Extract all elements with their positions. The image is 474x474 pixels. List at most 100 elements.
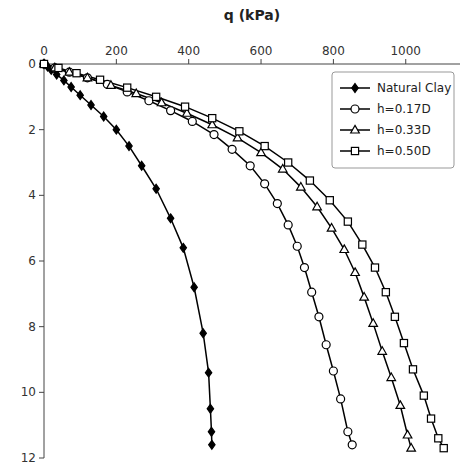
data-point	[409, 366, 416, 373]
data-point	[427, 415, 434, 422]
data-point	[340, 245, 349, 253]
x-tick	[188, 59, 189, 64]
data-point	[83, 74, 91, 82]
data-point	[329, 367, 337, 375]
data-point	[40, 60, 47, 67]
data-point	[273, 200, 281, 208]
x-tick	[333, 59, 334, 64]
y-tick-label: 2	[28, 123, 36, 137]
x-tick	[261, 59, 262, 64]
data-point	[205, 368, 211, 377]
data-point	[360, 293, 369, 301]
legend: Natural Clay h=0.17D h=0.33D h=0.50D	[332, 72, 454, 168]
data-point	[396, 401, 405, 409]
y-tick	[39, 392, 44, 393]
data-point	[167, 214, 173, 223]
y-tick-label: 6	[28, 254, 36, 268]
y-tick-label: 10	[21, 385, 36, 399]
data-point	[306, 177, 313, 184]
y-tick	[39, 326, 44, 327]
legend-label: h=0.33D	[377, 123, 431, 137]
data-point	[200, 329, 206, 338]
y-tick-label: 8	[28, 320, 36, 334]
legend-label: h=0.50D	[377, 144, 431, 158]
legend-marker	[352, 84, 358, 93]
data-point	[77, 91, 83, 100]
y-tick	[39, 458, 44, 459]
data-point	[209, 440, 215, 449]
data-point	[293, 242, 301, 250]
legend-label: h=0.17D	[377, 102, 431, 116]
data-point	[167, 107, 175, 115]
data-point	[261, 180, 269, 188]
data-point	[407, 444, 416, 452]
data-point	[209, 115, 216, 122]
data-point	[181, 103, 188, 110]
data-point	[188, 117, 196, 125]
data-point	[322, 341, 330, 349]
data-point	[327, 224, 336, 232]
data-point	[391, 313, 398, 320]
x-tick-label: 200	[105, 44, 128, 58]
data-point	[40, 59, 49, 67]
data-point	[313, 202, 322, 210]
data-point	[435, 435, 442, 442]
data-point	[126, 142, 132, 151]
data-point	[153, 184, 159, 193]
data-point	[308, 288, 316, 296]
data-point	[145, 97, 153, 105]
data-point	[191, 283, 197, 292]
data-point	[228, 145, 236, 153]
y-tick	[39, 195, 44, 196]
data-point	[371, 264, 378, 271]
data-point	[138, 161, 144, 170]
data-point	[113, 125, 119, 134]
data-point	[124, 84, 131, 91]
data-point	[344, 218, 351, 225]
data-point	[285, 159, 292, 166]
legend-marker	[351, 147, 358, 154]
data-point	[65, 68, 73, 76]
data-point	[61, 76, 67, 85]
data-point	[180, 243, 186, 252]
data-point	[41, 60, 47, 69]
data-point	[440, 445, 447, 452]
data-point	[153, 93, 160, 100]
x-tick	[405, 59, 406, 64]
x-tick-label: 800	[322, 44, 345, 58]
legend-marker	[351, 125, 360, 133]
x-axis-line	[44, 64, 460, 65]
x-tick-label: 400	[177, 44, 200, 58]
data-point	[55, 64, 62, 71]
legend-marker	[351, 105, 359, 113]
data-point	[359, 241, 366, 248]
data-point	[83, 73, 92, 81]
y-tick	[39, 129, 44, 130]
data-point	[236, 128, 243, 135]
data-point	[348, 441, 356, 449]
x-tick-label: 0	[40, 44, 48, 58]
data-point	[300, 264, 308, 272]
data-point	[210, 131, 218, 139]
legend-label: Natural Clay	[377, 81, 451, 95]
data-point	[68, 83, 74, 92]
legend-box	[332, 72, 454, 168]
data-point	[88, 101, 94, 110]
data-point	[40, 60, 48, 68]
data-point	[378, 347, 387, 355]
data-point	[387, 373, 396, 381]
data-point	[337, 395, 345, 403]
data-point	[100, 112, 106, 121]
data-point	[261, 142, 268, 149]
data-point	[96, 76, 103, 83]
data-point	[420, 392, 427, 399]
series-line	[44, 64, 352, 445]
chart: q (kPa)02004006008001000024681012Natural…	[0, 0, 474, 474]
x-tick	[116, 59, 117, 64]
y-tick	[39, 261, 44, 262]
x-tick-label: 1000	[390, 44, 421, 58]
data-point	[65, 68, 74, 76]
data-point	[344, 428, 352, 436]
y-tick-label: 4	[28, 188, 36, 202]
data-point	[73, 70, 80, 77]
